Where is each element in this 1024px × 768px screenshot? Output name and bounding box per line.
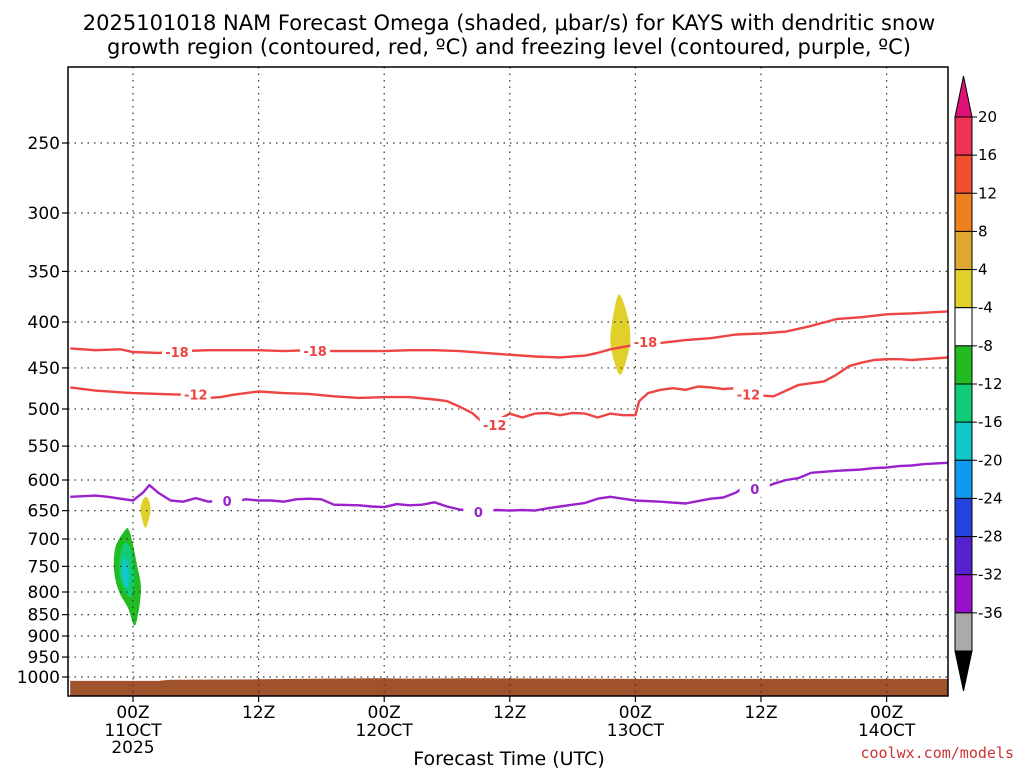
colorbar-label: 20 [978,108,997,126]
colorbar-swatch [954,230,973,271]
y-tick-label: 450 [28,359,60,379]
contour-label: -18 [165,346,189,361]
temperature-contours: -18 -18 -18 -12 -12 -12 0 0 0 [70,310,948,521]
grid-lines [68,67,948,696]
y-tick-label: 950 [28,648,60,668]
y-tick-label: 650 [28,502,60,522]
colorbar-label: -20 [978,451,1003,469]
contour-label-bg [463,503,494,520]
contour-label: -18 [634,336,658,351]
x-tick-label: 12OCT [356,721,414,741]
colorbar-label: -24 [978,489,1003,507]
title-line-1: 2025101018 NAM Forecast Omega (shaded, μ… [83,11,935,35]
y-tick-label: 300 [28,204,60,224]
contour-label: 0 [474,506,483,521]
y-tick-label: 400 [28,313,60,333]
colorbar-swatch [954,497,973,538]
contour-label-bg [180,386,211,403]
ground-surface [70,678,948,696]
colorbar-swatch [954,612,973,652]
x-tick-label: 00Z [619,703,652,723]
y-tick-label: 600 [28,471,60,491]
colorbar-label: -12 [978,375,1003,393]
plot-background [68,67,948,696]
plot-frame [67,66,949,697]
contour-label-bg [479,417,510,434]
x-axis-label: Forecast Time (UTC) [413,748,604,768]
omega-yellow-2 [140,496,151,528]
contour-label-bg [161,344,192,361]
credit-text: coolwx.com/models [860,744,1014,762]
title-line-2: growth region (contoured, red, ºC) and f… [107,35,911,59]
y-tick-label: 1000 [17,668,60,688]
contour-label-bg [739,480,770,497]
colorbar-label: -16 [978,413,1003,431]
colorbar-label: -32 [978,566,1003,584]
minus-18-isotherm [70,310,948,359]
x-tick-label: 12Z [493,703,526,723]
colorbar-label: 8 [978,222,988,240]
chart-title: 2025101018 NAM Forecast Omega (shaded, μ… [83,11,935,59]
x-tick-label: 00Z [116,703,149,723]
y-tick-label: 250 [28,134,60,154]
omega-yellow-1 [610,294,631,375]
colorbar-label: -28 [978,528,1003,546]
colorbar-swatch [954,536,973,576]
plot-area [68,67,948,696]
ground-fill [70,678,948,696]
colorbar-label: -8 [978,337,993,355]
colorbar-swatch [954,269,973,309]
contour-label-bg [300,343,331,360]
y-tick-label: 800 [28,583,60,603]
y-tick-label: 900 [28,627,60,647]
colorbar-swatch [954,459,973,499]
colorbar-swatch [954,345,973,385]
x-tick-label: 00Z [870,703,903,723]
colorbar-label: 12 [978,184,997,202]
contour-label: 0 [223,495,232,510]
colorbar-label: 4 [978,261,988,279]
x-tick-label: 2025 [111,738,154,758]
colorbar-swatch [954,116,973,156]
colorbar-bottom-arrow [954,650,973,692]
y-tick-label: 350 [28,262,60,282]
colorbar-label: -4 [978,299,993,317]
y-tick-label: 750 [28,557,60,577]
x-tick-label: 14OCT [858,721,916,741]
colorbar-swatch [954,383,973,423]
colorbar: 20 16 12 8 4 -4 -8 -12 -16 -20 -24 -28 -32 -36 [954,75,1003,692]
colorbar-label: -36 [978,604,1003,622]
contour-label: -18 [303,345,327,360]
contour-label: 0 [750,483,759,498]
y-tick-label: 500 [28,400,60,420]
x-tick-label: 13OCT [607,721,665,741]
contour-label-bg [630,333,661,350]
colorbar-label: 16 [978,146,997,164]
colorbar-swatch [954,421,973,461]
omega-cyan [121,557,130,588]
y-tick-label: 550 [28,437,60,457]
contour-label: -12 [184,389,208,404]
contour-label-bg [212,493,243,510]
colorbar-swatch [954,192,973,232]
colorbar-top-arrow [954,75,973,118]
contour-label-bg [733,386,764,403]
omega-shading [113,294,631,626]
colorbar-swatch [954,154,973,194]
y-tick-label: 700 [28,530,60,550]
x-tick-label: 12Z [744,703,777,723]
contour-label: -12 [483,419,507,434]
plot-border [67,66,949,697]
colorbar-swatch [954,574,973,614]
x-tick-label: 12Z [242,703,275,723]
colorbar-swatch [954,307,973,347]
contour-label: -12 [737,389,761,404]
y-axis: 2503003504004505005506006507007508008509… [17,134,68,688]
x-tick-label: 11OCT [104,721,162,741]
minus-12-isotherm [70,356,948,426]
y-tick-label: 850 [28,606,60,626]
x-tick-label: 00Z [368,703,401,723]
